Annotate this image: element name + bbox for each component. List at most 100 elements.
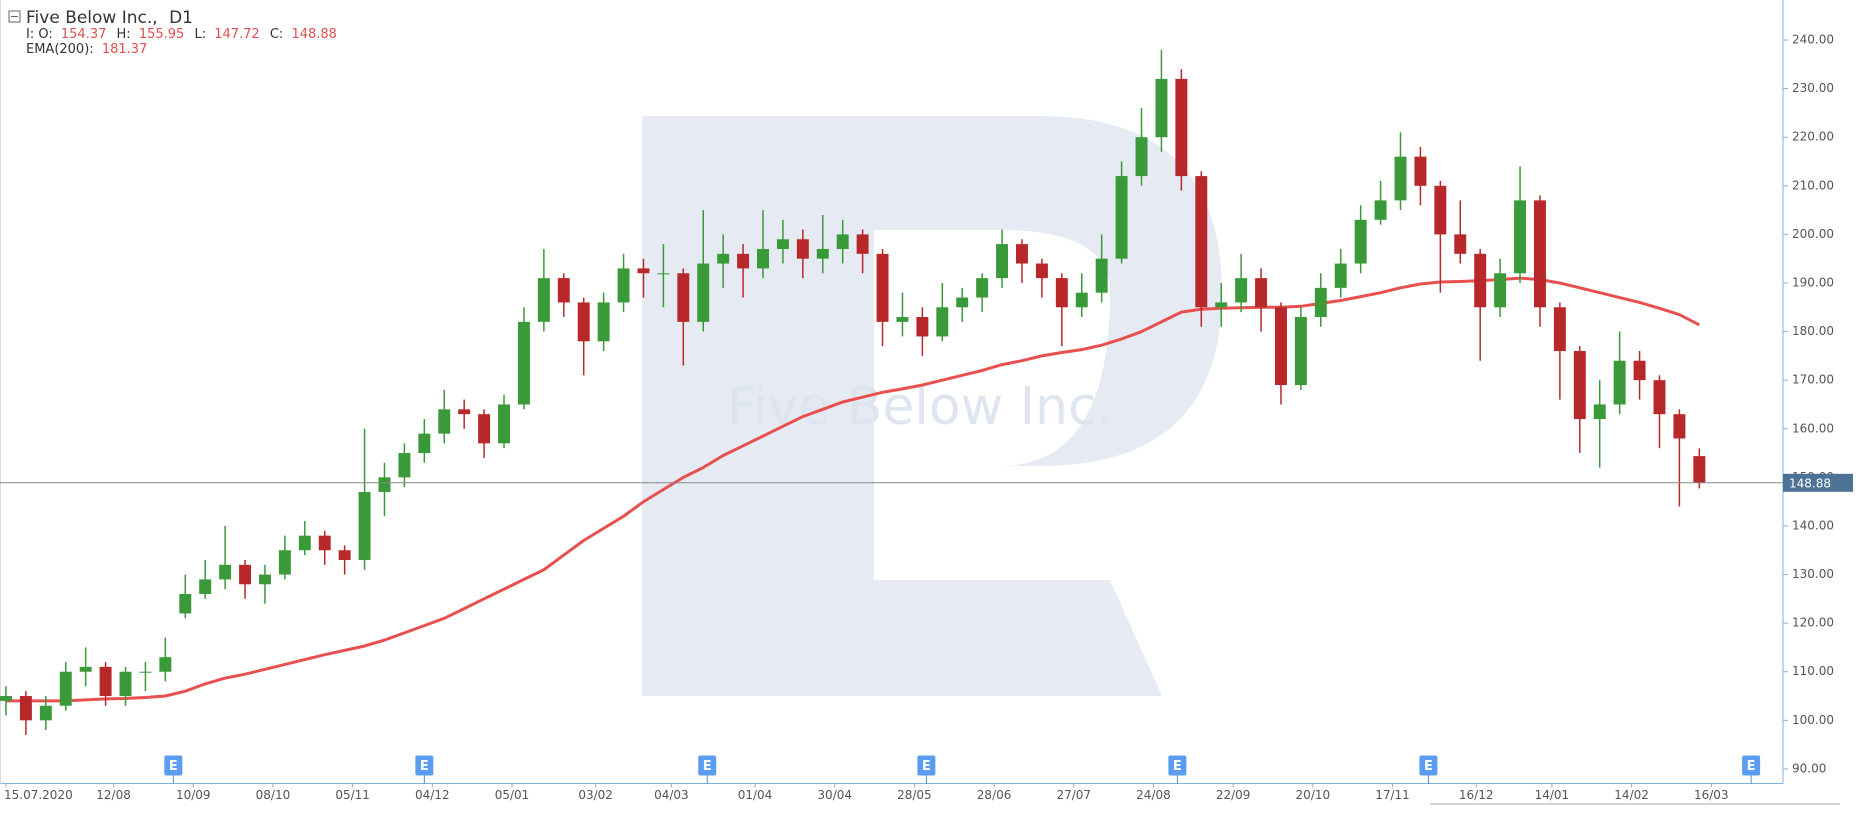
earnings-marker[interactable]: [917, 755, 936, 776]
candle-body: [776, 239, 789, 249]
candle-body: [537, 278, 550, 322]
ema-readout: EMA(200): 181.37: [26, 42, 147, 57]
x-tick-label: 14/02: [1614, 788, 1649, 802]
candle-body: [338, 550, 351, 560]
earnings-marker[interactable]: [698, 755, 717, 776]
x-tick-label: 24/08: [1136, 788, 1171, 802]
candle-body: [1334, 263, 1347, 288]
candle-body: [757, 248, 769, 269]
candle-body: [896, 317, 909, 322]
y-tick-label: 90.00: [1792, 761, 1826, 775]
y-tick-label: 120.00: [1792, 616, 1834, 630]
x-tick-label: 08/10: [256, 788, 291, 802]
candle-body: [1115, 176, 1128, 259]
timeframe: D1: [169, 8, 193, 28]
earnings-marker[interactable]: [1419, 755, 1438, 776]
candle-body: [1155, 78, 1168, 138]
x-tick-label: 04/03: [654, 788, 689, 802]
candle-body: [0, 696, 12, 701]
last-price-label: 148.88: [1789, 476, 1831, 490]
candle-body: [1593, 404, 1606, 420]
candle-body: [39, 705, 52, 721]
candle-body: [179, 593, 192, 614]
candle-body: [358, 491, 371, 560]
earnings-marker[interactable]: [415, 755, 434, 776]
candle-body: [956, 297, 969, 308]
x-tick-label: 03/02: [578, 788, 613, 802]
y-tick-label: 130.00: [1792, 567, 1834, 581]
candle-body: [1494, 273, 1507, 308]
candle-body: [597, 302, 610, 342]
watermark-text: Five Below Inc.: [727, 377, 1113, 437]
candle-body: [1434, 185, 1447, 235]
x-tick-label: 05/11: [335, 788, 370, 802]
y-tick-label: 160.00: [1792, 421, 1834, 435]
earnings-marker[interactable]: [1168, 755, 1187, 776]
candle-body: [1175, 78, 1188, 177]
candle-body: [637, 268, 650, 274]
ohlc-label: L:: [194, 27, 206, 42]
ema-name: EMA(200):: [26, 42, 94, 57]
candle-body: [478, 414, 491, 444]
y-tick-label: 170.00: [1792, 373, 1834, 387]
candle-body: [996, 244, 1009, 279]
ohlc-label: C:: [270, 27, 283, 42]
x-tick-label: 17/11: [1375, 788, 1410, 802]
x-tick-label: 27/07: [1056, 788, 1091, 802]
earnings-label: E: [1747, 759, 1756, 774]
candle-body: [1454, 234, 1467, 254]
x-tick-label: 28/06: [977, 788, 1012, 802]
candle-body: [298, 535, 311, 551]
candle-body: [1474, 253, 1487, 308]
x-tick-label: 20/10: [1296, 788, 1331, 802]
y-tick-label: 100.00: [1792, 713, 1834, 727]
candle-body: [617, 268, 630, 303]
candle-body: [1016, 244, 1028, 264]
x-tick-label: 15.07.2020: [4, 788, 73, 802]
earnings-marker[interactable]: [164, 755, 183, 776]
candle-body: [1514, 200, 1527, 274]
candle-body: [378, 477, 391, 492]
watermark-logo: [642, 116, 1222, 696]
x-tick-label: 28/05: [897, 788, 932, 802]
candle-body: [398, 453, 411, 478]
candle-body: [1653, 380, 1666, 415]
candle-body: [557, 278, 570, 303]
candle-body: [1255, 278, 1268, 308]
candle-body: [1055, 278, 1068, 308]
ohlc-label: H:: [117, 27, 131, 42]
y-tick-label: 200.00: [1792, 227, 1834, 241]
x-tick-label: 30/04: [817, 788, 852, 802]
ohlc-value: 147.72: [214, 27, 260, 42]
candle-body: [318, 535, 331, 551]
y-tick-label: 180.00: [1792, 324, 1834, 338]
candle-body: [1274, 307, 1287, 386]
candle-body: [139, 671, 152, 673]
ohlc-label: I: O:: [26, 27, 53, 42]
candle-body: [577, 302, 590, 342]
ema-value: 181.37: [102, 42, 148, 57]
earnings-label: E: [1173, 759, 1182, 774]
candle-body: [1533, 200, 1546, 308]
candle-body: [498, 404, 510, 444]
candle-body: [99, 666, 112, 697]
candle-body: [517, 321, 530, 405]
y-tick-label: 240.00: [1792, 33, 1834, 47]
y-tick-label: 230.00: [1792, 81, 1834, 95]
earnings-marker[interactable]: [1742, 755, 1761, 776]
x-tick-label: 04/12: [415, 788, 450, 802]
y-tick-label: 210.00: [1792, 178, 1834, 192]
x-tick-label: 12/08: [96, 788, 131, 802]
candle-body: [856, 234, 869, 254]
candle-body: [1633, 360, 1646, 381]
candle-body: [1673, 414, 1686, 439]
candle-body: [816, 248, 829, 259]
title: Five Below Inc.,: [26, 8, 158, 28]
candle-body: [278, 550, 291, 575]
earnings-label: E: [1424, 759, 1433, 774]
candle-body: [737, 253, 750, 269]
y-tick-label: 110.00: [1792, 664, 1834, 678]
candle-body: [836, 234, 849, 249]
